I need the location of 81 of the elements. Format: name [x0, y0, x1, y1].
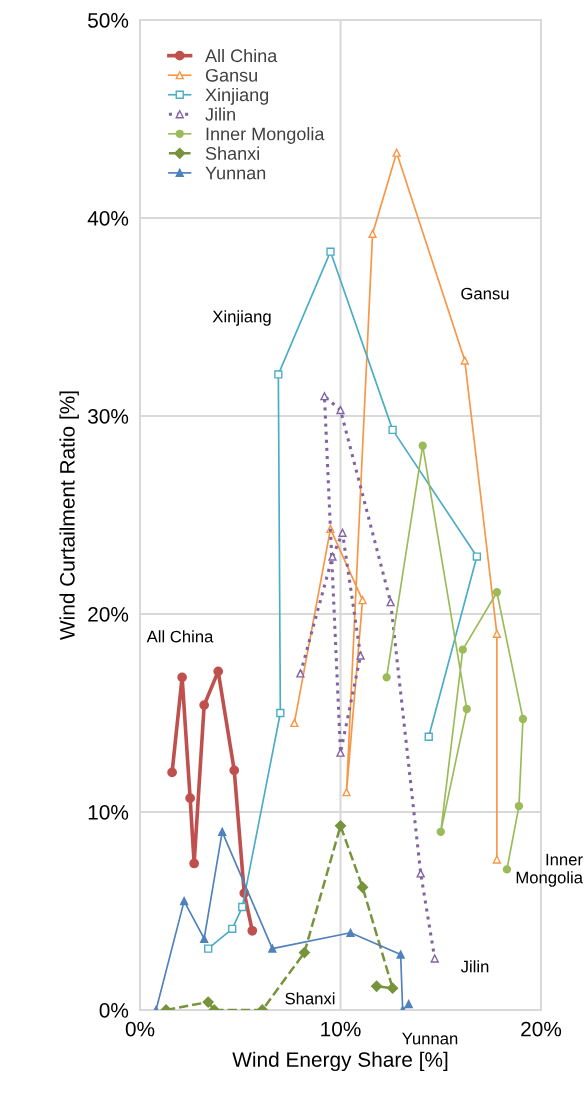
point — [392, 148, 401, 157]
point — [416, 869, 425, 878]
point — [290, 718, 299, 728]
point — [492, 588, 502, 597]
legend-label: Gansu — [205, 68, 257, 82]
point — [382, 673, 391, 682]
point — [334, 820, 347, 832]
legend-label: Inner Mongolia — [206, 127, 325, 144]
point — [404, 999, 413, 1009]
point — [185, 793, 195, 804]
point — [386, 597, 395, 607]
point — [388, 425, 397, 435]
point — [268, 944, 277, 953]
x-tick-label: 0% — [125, 1021, 155, 1037]
legend-label: All China — [205, 48, 278, 63]
point — [296, 669, 305, 678]
point — [356, 651, 365, 660]
point — [342, 788, 351, 797]
point — [356, 881, 369, 893]
y-tick-label: 40% — [87, 211, 129, 226]
point — [199, 700, 210, 710]
point — [213, 666, 224, 677]
point — [460, 356, 469, 365]
point — [336, 405, 345, 415]
point — [424, 732, 433, 741]
y-tick-label: 20% — [88, 607, 129, 622]
point — [368, 229, 377, 239]
annotation: Gansu — [461, 287, 509, 300]
annotation: Shanxi — [285, 992, 335, 1005]
point — [238, 902, 247, 912]
point — [228, 924, 237, 933]
point — [218, 827, 227, 836]
point — [328, 552, 337, 561]
point — [430, 954, 439, 963]
point — [358, 595, 367, 605]
legend-label: Jilin — [205, 107, 235, 121]
y-tick-label: 30% — [87, 409, 129, 424]
point — [458, 645, 467, 654]
point — [396, 950, 405, 959]
point — [346, 928, 355, 937]
point — [492, 855, 502, 864]
point — [189, 858, 199, 869]
x-tick-label: 10% — [321, 1021, 361, 1037]
legend-label: Shanxi — [205, 146, 259, 160]
point — [418, 441, 427, 450]
point — [462, 704, 471, 714]
legend-label: Yunnan — [205, 166, 266, 180]
point — [199, 934, 209, 943]
point — [204, 944, 213, 953]
annotation: All China — [146, 630, 214, 643]
y-tick-label: 50% — [88, 13, 129, 28]
y-axis-title: Wind Curtailment Ratio [%] — [59, 391, 79, 640]
point — [387, 982, 399, 994]
x-axis-title: Wind Energy Share [%] — [232, 1051, 448, 1072]
point — [338, 528, 347, 537]
point — [492, 629, 502, 638]
point — [436, 827, 445, 836]
point — [370, 980, 383, 992]
point — [274, 370, 283, 379]
point — [298, 946, 311, 959]
point — [518, 714, 528, 724]
point — [276, 708, 285, 718]
point — [472, 552, 482, 561]
legend-label: Xinjiang — [205, 87, 269, 105]
text: Yunnan — [402, 1032, 458, 1045]
y-tick-label: 0% — [99, 1003, 129, 1018]
y-tick-label: 10% — [88, 805, 129, 820]
point — [320, 392, 329, 401]
point — [502, 865, 512, 874]
point — [247, 925, 258, 936]
annotation: Inner Mongolia — [516, 853, 583, 887]
point — [229, 765, 240, 776]
annotation: Jilin — [460, 960, 489, 973]
annotation: Xinjiang — [212, 310, 271, 326]
point — [202, 996, 214, 1008]
point — [177, 672, 187, 683]
x-tick-label: 20% — [521, 1021, 562, 1037]
point — [167, 767, 177, 778]
point — [326, 247, 335, 256]
point — [179, 896, 189, 906]
point — [514, 801, 524, 811]
